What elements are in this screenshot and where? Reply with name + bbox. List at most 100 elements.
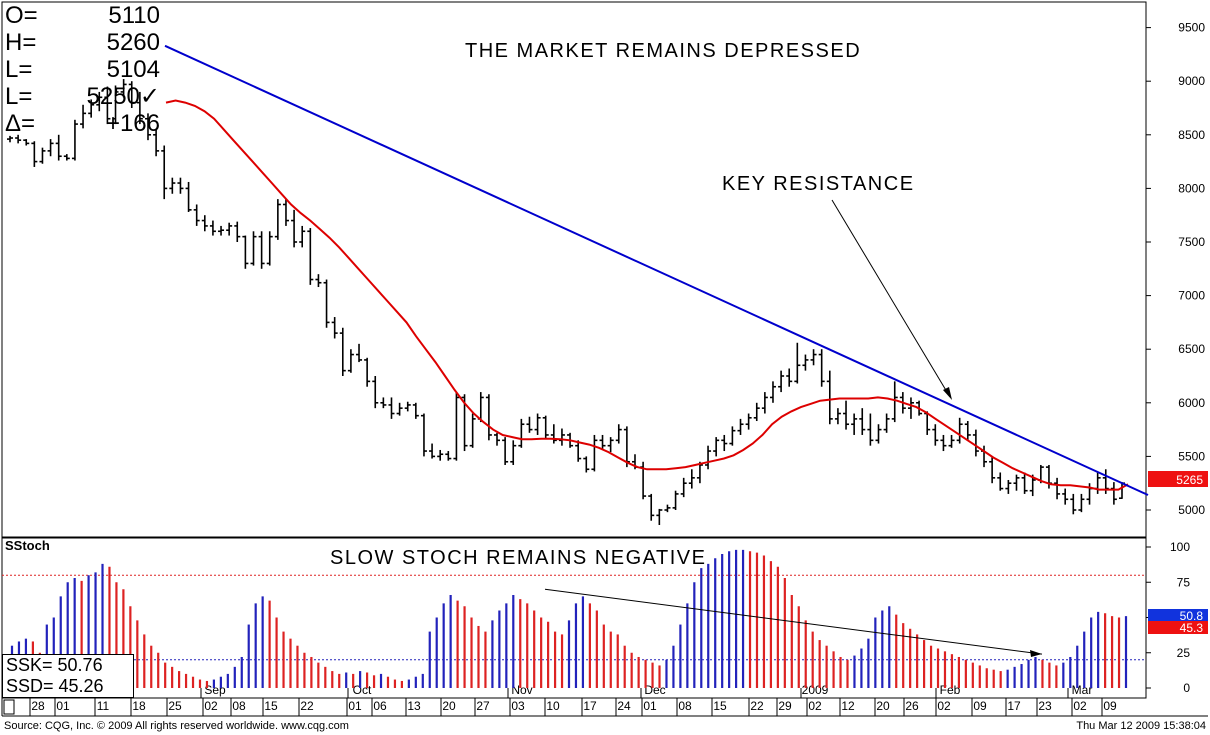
- price-bar: [1005, 479, 1012, 494]
- price-bar: [810, 349, 817, 366]
- date-tick-label: 11: [97, 699, 110, 713]
- price-bar: [1094, 472, 1101, 494]
- price-bar: [542, 415, 549, 440]
- open-value: 5110: [108, 2, 160, 29]
- price-bar: [80, 104, 87, 129]
- price-tick-label: 8500: [1178, 128, 1205, 142]
- price-bar: [71, 119, 78, 161]
- price-bar: [615, 424, 622, 444]
- price-bar: [88, 99, 95, 118]
- price-tick-label: 5500: [1178, 449, 1205, 463]
- price-bar: [1054, 477, 1061, 500]
- price-bar: [607, 437, 614, 453]
- price-bar: [680, 477, 687, 498]
- date-tick-label: 22: [750, 699, 764, 713]
- stoch-readout: SSK= 50.76 SSD= 45.26: [2, 654, 134, 698]
- last-label: L=: [5, 83, 33, 110]
- chart-frame: [1, 1, 1208, 717]
- date-tick-label: 20: [876, 699, 890, 713]
- price-bar: [891, 381, 898, 423]
- ssd-tag: [1148, 621, 1208, 634]
- timestamp: Thu Mar 12 2009 15:38:04: [1076, 720, 1206, 732]
- price-bar: [144, 113, 151, 141]
- price-tick-label: 7500: [1178, 235, 1205, 249]
- price-tick-label: 6500: [1178, 342, 1205, 356]
- date-tick-label: 28: [31, 699, 45, 713]
- ssd-tag-label: 45.3: [1180, 621, 1204, 635]
- key-resistance-label: KEY RESISTANCE: [722, 173, 915, 195]
- price-bar: [453, 392, 460, 461]
- price-bar: [510, 440, 517, 465]
- price-bar: [769, 381, 776, 403]
- price-bar: [104, 86, 111, 125]
- price-bar: [705, 445, 712, 470]
- last-price-tag: [1148, 471, 1208, 487]
- date-tick-label: 01: [643, 699, 657, 713]
- price-bar: [672, 490, 679, 510]
- price-bar: [648, 493, 655, 521]
- price-bar: [112, 85, 119, 125]
- price-bar: [1013, 474, 1020, 491]
- price-bar: [786, 368, 793, 387]
- price-bar: [169, 177, 176, 194]
- price-bar: [688, 469, 695, 489]
- price-bar: [250, 231, 257, 266]
- price-bar: [1078, 493, 1085, 513]
- last-price-label: 5265: [1176, 473, 1203, 487]
- low-value: 5104: [106, 56, 160, 83]
- price-bar: [412, 402, 419, 419]
- date-tick-label: 15: [713, 699, 727, 713]
- price-bar: [396, 402, 403, 416]
- price-bar: [404, 401, 411, 412]
- price-bar: [120, 79, 127, 98]
- change-label: Δ=: [5, 110, 36, 137]
- price-bar: [315, 274, 322, 288]
- price-bar: [136, 91, 143, 125]
- date-tick-label: 20: [442, 699, 456, 713]
- date-tick-label: 02: [808, 699, 822, 713]
- stoch-trend-arrow: [544, 588, 1043, 655]
- stoch-tick-label: 100: [1170, 540, 1190, 554]
- price-bar: [266, 231, 273, 266]
- price-bar: [63, 154, 70, 161]
- price-bar: [778, 370, 785, 393]
- high-value: 5260: [106, 29, 160, 56]
- price-bar: [948, 434, 955, 448]
- ssk-tag-label: 50.8: [1180, 609, 1204, 623]
- price-bar: [209, 220, 216, 236]
- month-label: 2009: [802, 683, 829, 697]
- price-bar: [834, 408, 841, 425]
- low-label: L=: [5, 56, 33, 83]
- price-bar: [429, 443, 436, 459]
- price-bar: [291, 209, 298, 248]
- month-label: Nov: [511, 683, 532, 697]
- date-tick-label: 17: [583, 699, 597, 713]
- price-bar: [843, 400, 850, 430]
- date-tick-label: 08: [678, 699, 692, 713]
- price-bar: [47, 139, 54, 157]
- price-bar: [1070, 493, 1077, 515]
- price-bar: [972, 429, 979, 457]
- date-tick-label: 09: [973, 699, 987, 713]
- month-label: Feb: [940, 683, 961, 697]
- price-bar: [558, 428, 565, 446]
- source-credit: Source: CQG, Inc. © 2009 All rights rese…: [4, 720, 349, 732]
- price-bar: [851, 413, 858, 435]
- price-bar: [867, 413, 874, 446]
- price-bar: [964, 421, 971, 441]
- price-bar: [234, 221, 241, 242]
- price-bar: [218, 225, 225, 236]
- change-value: +166: [105, 110, 160, 137]
- price-bar: [1021, 472, 1028, 494]
- price-bar: [161, 145, 168, 200]
- price-bar: [802, 354, 809, 371]
- price-bar: [518, 418, 525, 448]
- price-bar: [331, 317, 338, 339]
- price-bar: [494, 432, 501, 446]
- price-bar: [940, 434, 947, 452]
- price-bar: [356, 343, 363, 363]
- price-panel-border: [1, 1, 1147, 538]
- price-bar: [696, 461, 703, 484]
- price-bar: [591, 434, 598, 472]
- date-tick-label: 15: [264, 699, 278, 713]
